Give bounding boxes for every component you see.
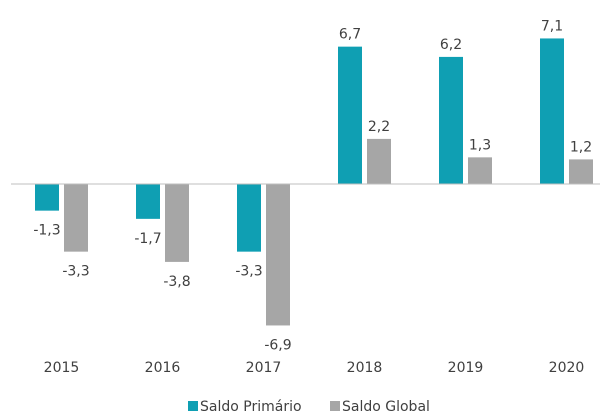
data-label: -3,3 [235, 264, 262, 280]
data-label: -3,8 [163, 274, 190, 290]
data-label: -3,3 [62, 264, 89, 280]
x-tick-label: 2020 [549, 360, 585, 376]
legend-label: Saldo Primário [200, 399, 302, 415]
data-label: 2,2 [368, 119, 390, 135]
x-tick-label: 2019 [448, 360, 484, 376]
data-label: 1,3 [469, 137, 491, 153]
legend-swatch [188, 401, 198, 411]
data-label: 6,7 [339, 27, 361, 43]
data-label: 1,2 [570, 139, 592, 155]
data-label: 7,1 [541, 18, 563, 34]
data-label: 6,2 [440, 37, 462, 53]
bar [165, 184, 189, 262]
bar [64, 184, 88, 252]
bar [540, 38, 564, 185]
x-tick-label: 2015 [44, 360, 80, 376]
data-label: -1,3 [33, 223, 60, 239]
bar [367, 138, 391, 184]
bar [237, 184, 261, 252]
x-tick-label: 2018 [347, 360, 383, 376]
bar [439, 56, 463, 184]
bar [338, 46, 362, 185]
bar [468, 157, 492, 184]
bar [136, 184, 160, 219]
data-label: -1,7 [134, 231, 161, 247]
legend-swatch [330, 401, 340, 411]
x-tick-label: 2017 [246, 360, 282, 376]
data-label: -6,9 [264, 337, 291, 353]
bar [35, 184, 59, 211]
legend-label: Saldo Global [342, 399, 430, 415]
bar [266, 184, 290, 326]
bar [569, 159, 593, 184]
x-tick-label: 2016 [145, 360, 181, 376]
